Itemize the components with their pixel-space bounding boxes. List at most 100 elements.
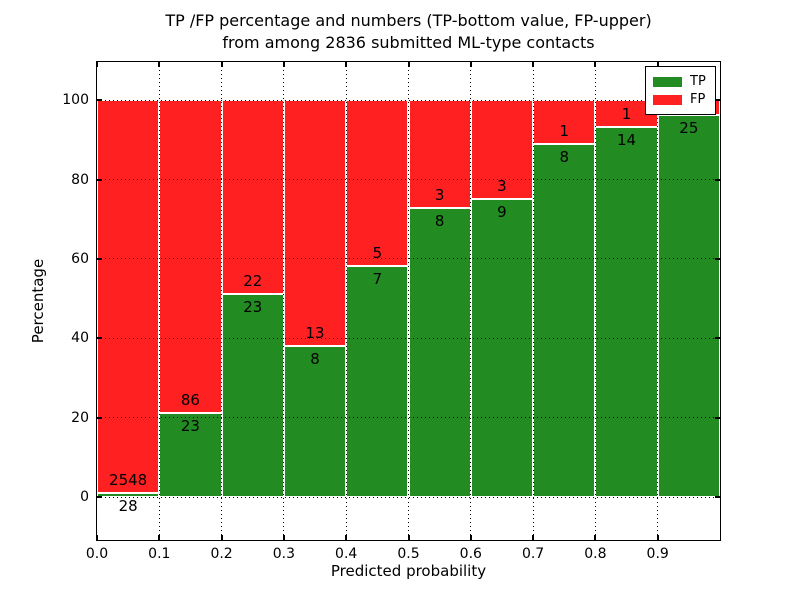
x-tick-label: 0.3 xyxy=(272,546,296,562)
x-tick-label: 0.2 xyxy=(210,546,233,562)
x-tick-mark-top xyxy=(282,62,285,67)
legend-row: FP xyxy=(653,92,708,107)
tp-count-label: 8 xyxy=(310,349,320,368)
legend: TP FP xyxy=(645,66,716,115)
x-tick-label: 0.4 xyxy=(335,546,358,562)
grid-layer xyxy=(97,62,720,540)
x-tick-mark xyxy=(96,535,98,540)
x-tick-label: 0.9 xyxy=(646,546,669,562)
tp-count-label: 8 xyxy=(434,212,445,231)
gridline-vertical xyxy=(158,62,160,540)
gridline-vertical xyxy=(657,62,659,540)
bar-tp-segment xyxy=(346,265,409,498)
bar-fp-segment xyxy=(533,100,596,145)
y-tick-mark-right xyxy=(715,416,720,419)
y-tick-label: 0 xyxy=(80,489,89,506)
x-tick-mark-top xyxy=(469,62,472,67)
chart-title: TP /FP percentage and numbers (TP-bottom… xyxy=(97,10,720,54)
gridline-vertical xyxy=(345,62,347,540)
gridline-vertical xyxy=(221,62,223,540)
x-tick-label: 0.0 xyxy=(85,546,109,562)
tp-count-label: 23 xyxy=(243,298,263,317)
fp-count-label: 86 xyxy=(180,391,200,410)
y-tick-mark xyxy=(97,99,102,102)
chart-title-line1: TP /FP percentage and numbers (TP-bottom… xyxy=(165,11,652,30)
gridline-vertical xyxy=(532,62,534,540)
tp-count-label: 25 xyxy=(679,119,699,138)
fp-count-label: 1 xyxy=(559,122,570,141)
bar-tp-segment xyxy=(657,115,720,498)
legend-item-label: FP xyxy=(690,92,706,107)
bar-fp-segment xyxy=(97,100,160,493)
fp-count-label: 13 xyxy=(305,323,325,342)
tp-count-label: 9 xyxy=(497,203,507,222)
x-tick-mark-top xyxy=(594,62,597,67)
bar-tp-segment xyxy=(97,492,160,498)
ticks-layer xyxy=(96,62,720,540)
y-tick-label: 20 xyxy=(71,409,89,426)
y-tick-label: 100 xyxy=(62,92,89,109)
tp-legend-swatch xyxy=(653,76,682,87)
y-tick-mark xyxy=(97,496,102,499)
y-tick-mark xyxy=(97,178,102,181)
y-tick-label: 80 xyxy=(71,171,89,188)
gridline-vertical xyxy=(594,62,596,540)
gridline-vertical xyxy=(470,62,472,540)
bar-fp-segment xyxy=(470,100,534,200)
tp-count-label: 14 xyxy=(617,130,637,149)
x-tick-mark-top xyxy=(532,62,535,67)
tp-count-label: 7 xyxy=(372,269,383,288)
bar-tp-segment xyxy=(159,413,222,498)
x-tick-mark-top xyxy=(158,62,161,67)
x-tick-label: 0.1 xyxy=(148,546,171,562)
bar-tp-segment xyxy=(408,208,471,498)
fp-legend-swatch xyxy=(653,94,682,105)
bar-fp-segment xyxy=(221,100,284,295)
x-tick-mark xyxy=(656,535,659,540)
x-tick-mark-top xyxy=(96,62,98,67)
bar-tp-segment xyxy=(283,345,347,498)
gridline-vertical xyxy=(408,62,409,540)
x-tick-mark xyxy=(469,535,472,540)
bar-fp-segment xyxy=(159,100,222,414)
tp-count-label: 23 xyxy=(180,417,200,436)
x-tick-label: 0.7 xyxy=(521,546,545,562)
bar-fp-segment xyxy=(346,100,409,266)
y-tick-label: 40 xyxy=(71,330,89,347)
x-tick-mark xyxy=(282,535,285,540)
y-tick-mark xyxy=(97,257,102,260)
fp-count-label: 3 xyxy=(497,177,507,196)
x-tick-mark-top xyxy=(220,62,223,67)
gridline-vertical xyxy=(283,62,285,540)
bar-fp-segment xyxy=(408,100,471,209)
bar-tp-segment xyxy=(533,144,596,498)
y-tick-mark-right xyxy=(715,337,720,340)
x-tick-mark-top xyxy=(345,62,348,67)
x-tick-mark-top xyxy=(656,62,659,67)
bar-fp-segment xyxy=(283,100,347,346)
chart-title-line2: from among 2836 submitted ML-type contac… xyxy=(222,33,595,52)
fp-count-label: 5 xyxy=(372,243,383,262)
y-tick-mark xyxy=(97,337,102,340)
x-tick-mark xyxy=(407,535,410,540)
x-tick-mark xyxy=(594,535,597,540)
x-tick-mark xyxy=(532,535,535,540)
y-tick-mark-right xyxy=(715,99,720,102)
y-tick-mark xyxy=(97,416,102,419)
bar-tp-segment xyxy=(595,126,658,498)
tp-count-label: 8 xyxy=(559,148,570,167)
x-tick-label: 0.8 xyxy=(584,546,607,562)
y-tick-mark-right xyxy=(715,178,720,181)
fp-count-label: 1 xyxy=(621,104,632,123)
fp-count-label: 2548 xyxy=(109,470,148,489)
fp-count-label: 22 xyxy=(243,272,263,291)
x-tick-mark xyxy=(220,535,223,540)
x-tick-mark xyxy=(345,535,348,540)
y-tick-mark-right xyxy=(715,257,720,260)
tp-count-label: 28 xyxy=(118,496,138,515)
legend-row: TP xyxy=(653,74,708,89)
legend-item-label: TP xyxy=(690,74,706,89)
fp-count-label: 3 xyxy=(434,186,445,205)
bar-tp-segment xyxy=(470,199,534,498)
